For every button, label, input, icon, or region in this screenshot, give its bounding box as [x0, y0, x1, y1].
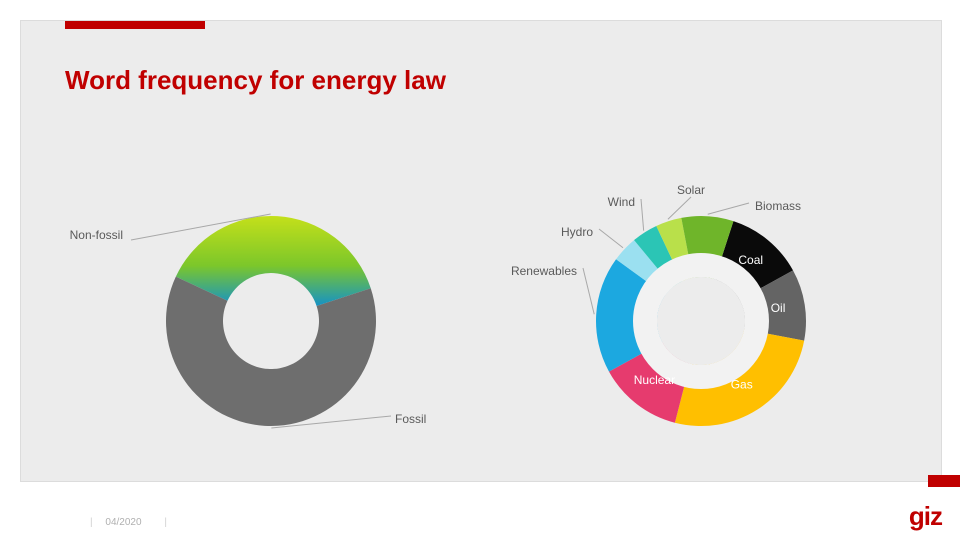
charts-svg: Non-fossil Fossil Coal Oil Gas Nuclear Renewab…	[21, 21, 941, 481]
slice-label: Solar	[677, 183, 705, 197]
slice-label: Coal	[738, 253, 763, 267]
bottom-accent-bar	[928, 475, 960, 487]
slide: Word frequency for energy law Non-fossil…	[0, 0, 960, 540]
donut-hole	[657, 277, 745, 365]
slice-label: Biomass	[755, 199, 801, 213]
leader-line	[708, 203, 749, 214]
donut-slice	[166, 277, 376, 426]
content-panel: Word frequency for energy law Non-fossil…	[20, 20, 942, 482]
slice-label: Oil	[771, 301, 786, 315]
leader-line	[668, 197, 691, 219]
slice-label: Nuclear	[634, 373, 675, 387]
slice-label: Renewables	[511, 264, 577, 278]
slice-label: Gas	[731, 377, 753, 391]
leader-line	[599, 229, 623, 248]
slice-label: Non-fossil	[70, 228, 123, 242]
slice-label: Wind	[608, 195, 635, 209]
footer-date: 04/2020	[105, 517, 141, 528]
slice-label: Hydro	[561, 225, 593, 239]
slice-label: Fossil	[395, 412, 426, 426]
footer: | 04/2020 |	[90, 517, 177, 528]
leader-line	[583, 268, 594, 314]
logo-text: giz	[909, 501, 942, 532]
leader-line	[641, 199, 644, 231]
